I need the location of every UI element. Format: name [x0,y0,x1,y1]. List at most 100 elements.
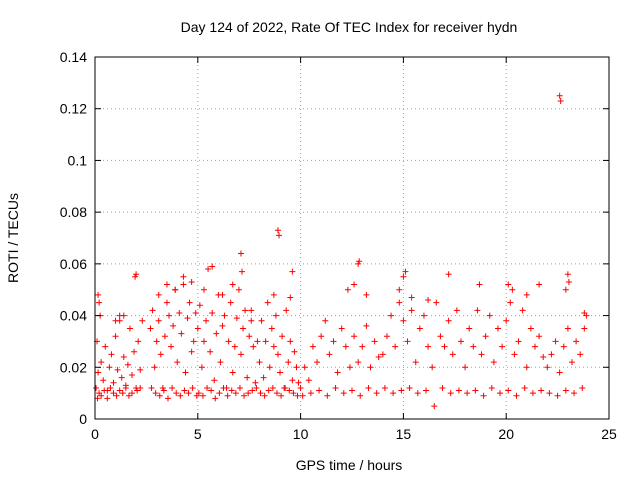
data-point [318,333,325,340]
data-point [330,338,337,345]
data-point [390,390,397,397]
x-tick-label: 15 [396,426,412,442]
data-point [166,312,173,319]
data-point [118,374,125,381]
data-point [299,392,306,399]
data-point [261,392,268,399]
data-point [523,291,530,298]
data-point [262,338,269,345]
data-point [120,312,127,319]
data-point [122,384,129,391]
data-point [231,343,238,350]
data-point [98,392,105,399]
data-point [283,307,290,314]
data-point [125,392,132,399]
data-point [455,387,462,394]
data-point [381,384,388,391]
data-point [307,390,314,397]
data-point [527,325,534,332]
data-point [400,273,407,280]
data-point [571,390,578,397]
data-point [447,390,454,397]
data-point [180,273,187,280]
data-point [100,377,107,384]
data-point [135,338,142,345]
data-point [554,392,561,399]
data-point [441,343,448,350]
data-point [464,390,471,397]
data-point [153,338,160,345]
data-point [152,390,159,397]
x-tick-label: 5 [194,426,202,442]
data-point [416,325,423,332]
data-point [478,351,485,358]
data-point [245,390,252,397]
data-point [326,351,333,358]
data-point [229,369,236,376]
data-point [513,392,520,399]
data-point [276,232,283,239]
data-point [104,395,111,402]
data-point [196,302,203,309]
data-point [101,387,108,394]
data-point [113,392,120,399]
data-point [363,291,370,298]
data-point [285,359,292,366]
data-point [398,387,405,394]
data-point [322,317,329,324]
data-point [176,309,183,316]
y-tick-label: 0.14 [60,49,87,65]
data-point [110,379,117,386]
data-point [476,281,483,288]
data-point [556,92,563,99]
data-point [562,286,569,293]
data-point [523,364,530,371]
data-point [164,395,171,402]
data-point [289,377,296,384]
data-point [291,348,298,355]
data-point [497,390,504,397]
data-point [244,374,251,381]
data-point [189,384,196,391]
data-point [239,268,246,275]
data-point [445,317,452,324]
data-point [511,351,518,358]
data-point [309,343,316,350]
data-point [425,343,432,350]
data-point [273,390,280,397]
data-point [529,390,536,397]
data-point [219,291,226,298]
data-point [155,317,162,324]
data-point [217,359,224,366]
data-point [236,384,243,391]
data-point [200,286,207,293]
data-point [169,384,176,391]
data-point [160,387,167,394]
data-point [425,297,432,304]
y-tick-label: 0.08 [60,204,87,220]
data-point [351,333,358,340]
data-point [200,338,207,345]
data-point [371,338,378,345]
data-point [286,387,293,394]
data-point [356,258,363,265]
data-point [404,338,411,345]
data-point [505,281,512,288]
data-point [480,392,487,399]
data-point [131,348,138,355]
data-point [161,333,168,340]
data-point [505,387,512,394]
data-point [324,392,331,399]
data-point [95,369,102,376]
data-point [98,359,105,366]
data-point [295,379,302,386]
data-point [248,307,255,314]
data-point [137,366,144,373]
data-point [268,325,275,332]
axis-ticks: 0 5 10 15 20 25 0 0.02 0.04 0.06 0.08 0.1 0.12 0.14 [60,49,617,442]
data-point [124,361,131,368]
data-point [168,343,175,350]
data-point [536,333,543,340]
data-point [106,364,113,371]
